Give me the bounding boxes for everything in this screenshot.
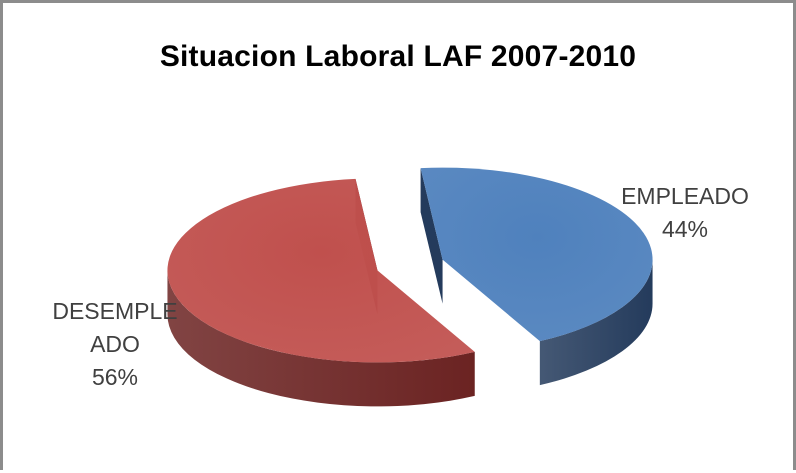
slice-label-desempleado-name-1: DESEMPLE xyxy=(52,298,178,324)
slice-label-desempleado-percent: 56% xyxy=(91,364,139,390)
pie-slice-desempleado xyxy=(167,178,475,407)
slice-label-empleado: EMPLEADO 44% xyxy=(600,180,770,246)
pie-slice-desempleado-rim xyxy=(167,270,475,407)
pie-slice-desempleado-top xyxy=(167,178,475,363)
pie-slice-empleado-top xyxy=(420,167,653,342)
pie-slice-empleado-rim xyxy=(539,259,653,386)
pie-slice-empleado xyxy=(420,167,653,386)
slice-label-empleado-percent: 44% xyxy=(661,216,709,242)
slice-label-empleado-name: EMPLEADO xyxy=(621,183,749,209)
slice-label-desempleado: DESEMPLE ADO 56% xyxy=(30,295,200,394)
slice-label-desempleado-name-2: ADO xyxy=(90,331,140,357)
chart-title: Situacion Laboral LAF 2007-2010 xyxy=(159,40,637,73)
pie-slice-empleado-face xyxy=(420,168,443,304)
